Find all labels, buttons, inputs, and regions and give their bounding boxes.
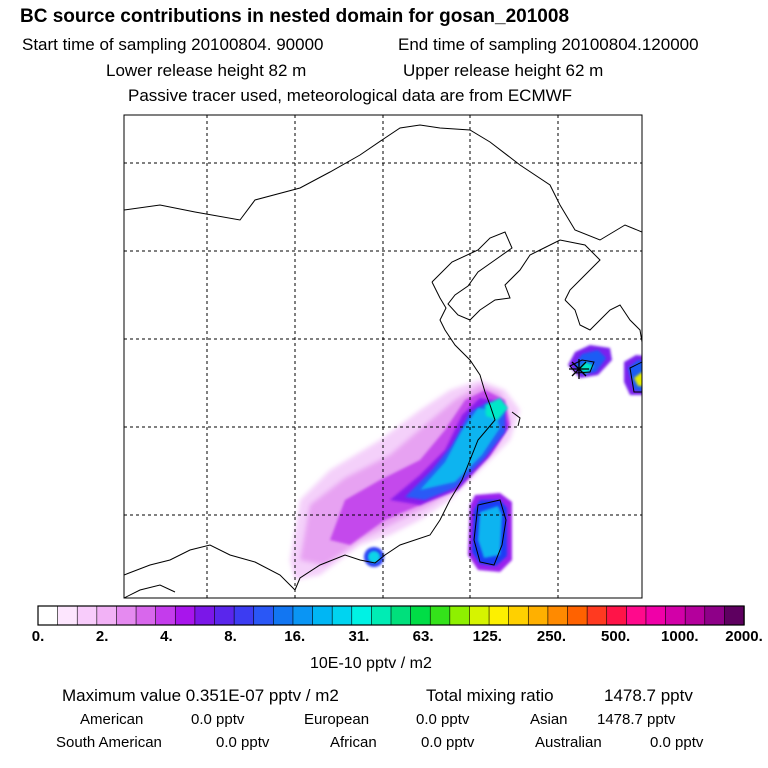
colorbar-tick-label: 500.: [601, 628, 631, 645]
colorbar-cell: [253, 605, 275, 626]
colorbar-cell: [96, 605, 118, 626]
receptor-star-marker: [569, 359, 589, 379]
graticule: [124, 115, 642, 598]
plot-title: BC source contributions in nested domain…: [20, 6, 570, 27]
colorbar-cell: [37, 605, 59, 626]
tracer-note: Passive tracer used, meteorological data…: [128, 86, 573, 105]
colorbar-cell: [312, 605, 333, 626]
region-value-australian: 0.0 pptv: [650, 734, 704, 751]
colorbar-cell: [567, 605, 588, 626]
colorbar-cell: [390, 605, 412, 626]
maximum-value-label: Maximum value 0.351E-07 pptv / m2: [62, 686, 339, 705]
colorbar-cell: [704, 605, 726, 626]
colorbar-tick-label: 0.: [31, 628, 45, 645]
colorbar-tick-label: 4.: [160, 628, 173, 645]
colorbar-tick-label: 63.: [412, 628, 434, 645]
colorbar-cell: [371, 605, 392, 626]
colorbar-cell: [626, 605, 647, 626]
region-value-south-american: 0.0 pptv: [216, 734, 270, 751]
end-time-label: End time of sampling 20100804.120000: [398, 35, 699, 54]
total-mixing-label: Total mixing ratio: [426, 686, 554, 705]
colorbar-tick-label: 1000.: [661, 628, 699, 645]
region-value-asian: 1478.7 pptv: [597, 711, 676, 728]
region-name-australian: Australian: [535, 734, 602, 751]
colorbar-tick-label: 8.: [224, 628, 237, 645]
colorbar-cell: [155, 605, 176, 626]
colorbar-tick-label: 16.: [284, 628, 306, 645]
colorbar-cell: [331, 605, 353, 626]
colorbar-cell: [429, 605, 451, 626]
region-name-american: American: [80, 711, 144, 728]
total-mixing-value: 1478.7 pptv: [604, 686, 693, 705]
colorbar-tick-label: 31.: [348, 628, 370, 645]
colorbar-cell: [57, 605, 78, 626]
colorbar-cell: [351, 605, 373, 626]
colorbar-cell: [724, 605, 745, 626]
region-value-african: 0.0 pptv: [421, 734, 475, 751]
colorbar-cell: [449, 605, 471, 626]
colorbar-frame: [37, 605, 745, 626]
colorbar-cell: [508, 605, 529, 626]
colorbar-cell: [410, 605, 431, 626]
colorbar-units: 10E-10 pptv / m2: [310, 655, 432, 672]
colorbar-cell: [194, 605, 216, 626]
region-name-european: European: [304, 711, 370, 728]
lower-release-label: Lower release height 82 m: [106, 61, 307, 80]
colorbar-cell: [547, 605, 569, 626]
colorbar-cell: [292, 605, 314, 626]
region-name-asian: Asian: [530, 711, 568, 728]
colorbar-cell: [174, 605, 196, 626]
colorbar-cell: [684, 605, 706, 626]
colorbar-cell: [233, 605, 255, 626]
colorbar-tick-label: 2.: [95, 628, 109, 645]
colorbar-cell: [488, 605, 510, 626]
colorbar-cell: [273, 605, 294, 626]
concentration-field: [290, 345, 642, 580]
map-frame: [123, 114, 643, 599]
colorbar-cell: [586, 605, 608, 626]
colorbar-tick-label: 250.: [536, 628, 567, 645]
colorbar-cell: [645, 605, 667, 626]
colorbar-cell: [214, 605, 235, 626]
colorbar-cell: [606, 605, 628, 626]
region-name-south-american: South American: [56, 734, 162, 751]
colorbar-tick-label: 2000.: [725, 628, 763, 645]
region-value-american: 0.0 pptv: [191, 711, 245, 728]
region-name-african: African: [330, 734, 377, 751]
start-time-label: Start time of sampling 20100804. 90000: [22, 35, 324, 54]
colorbar-cell: [116, 605, 137, 626]
colorbar-cell: [527, 605, 549, 626]
colorbar-cell: [76, 605, 98, 626]
region-value-european: 0.0 pptv: [416, 711, 470, 728]
upper-release-label: Upper release height 62 m: [403, 61, 604, 80]
colorbar-cell: [665, 605, 686, 626]
colorbar-cell: [135, 605, 157, 626]
colorbar-cell: [469, 605, 490, 626]
colorbar-tick-label: 125.: [472, 628, 502, 645]
